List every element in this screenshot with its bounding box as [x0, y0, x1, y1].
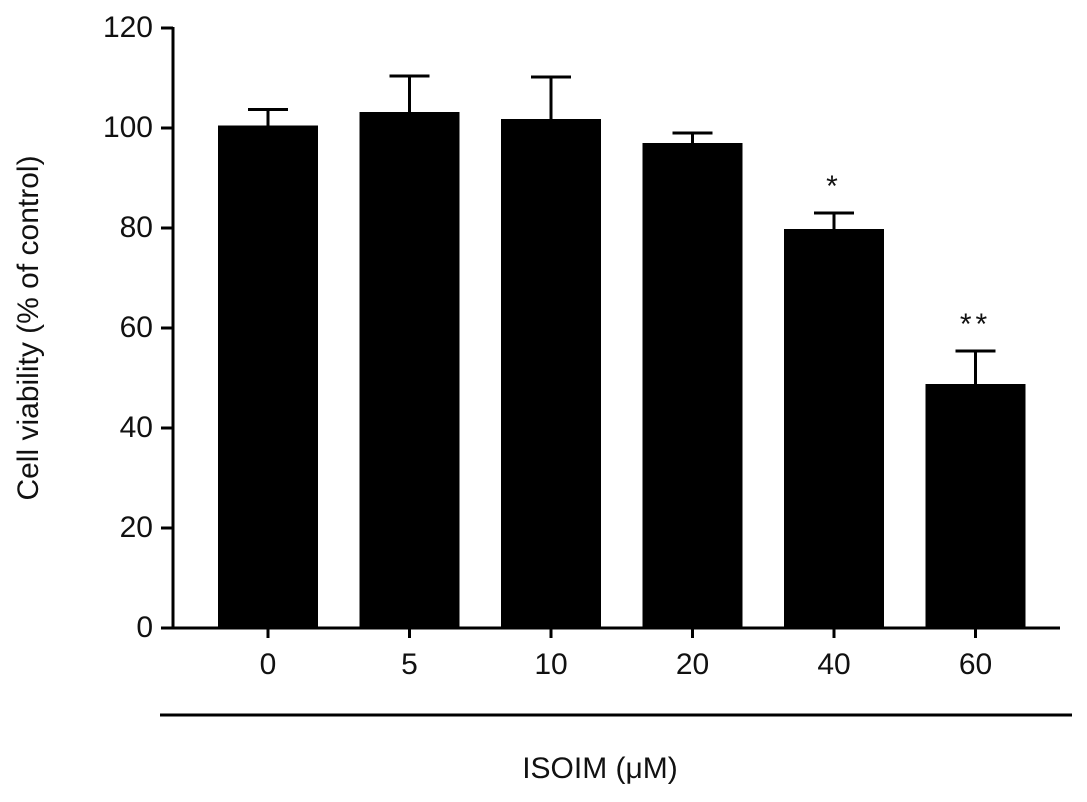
x-tick-label: 20	[676, 648, 709, 681]
y-tick-label: 80	[120, 211, 153, 244]
y-tick-label: 40	[120, 411, 153, 444]
y-axis-label: Cell viability (% of control)	[12, 155, 45, 500]
x-axis-label: ISOIM (μM)	[522, 752, 678, 785]
significance-label: *	[826, 170, 842, 203]
x-tick-label: 0	[260, 648, 277, 681]
x-tick-label: 5	[401, 648, 418, 681]
x-tick-label: 40	[817, 648, 850, 681]
y-tick-label: 100	[103, 111, 153, 144]
y-tick-label: 0	[136, 611, 153, 644]
significance-label: **	[960, 308, 991, 341]
error-bar	[814, 211, 854, 229]
bar	[925, 384, 1026, 628]
error-bar	[672, 131, 713, 143]
error-bar	[389, 74, 430, 112]
error-bar	[531, 75, 571, 119]
bar	[501, 119, 601, 628]
error-bar	[248, 108, 288, 126]
y-tick-label: 120	[103, 11, 153, 44]
error-bar	[955, 349, 996, 384]
x-tick-label: 10	[534, 648, 567, 681]
bar	[784, 229, 884, 628]
bar	[642, 143, 743, 628]
x-tick-label: 60	[959, 648, 992, 681]
bar	[218, 125, 318, 628]
y-tick-label: 60	[120, 311, 153, 344]
bar	[359, 112, 460, 628]
y-tick-label: 20	[120, 511, 153, 544]
